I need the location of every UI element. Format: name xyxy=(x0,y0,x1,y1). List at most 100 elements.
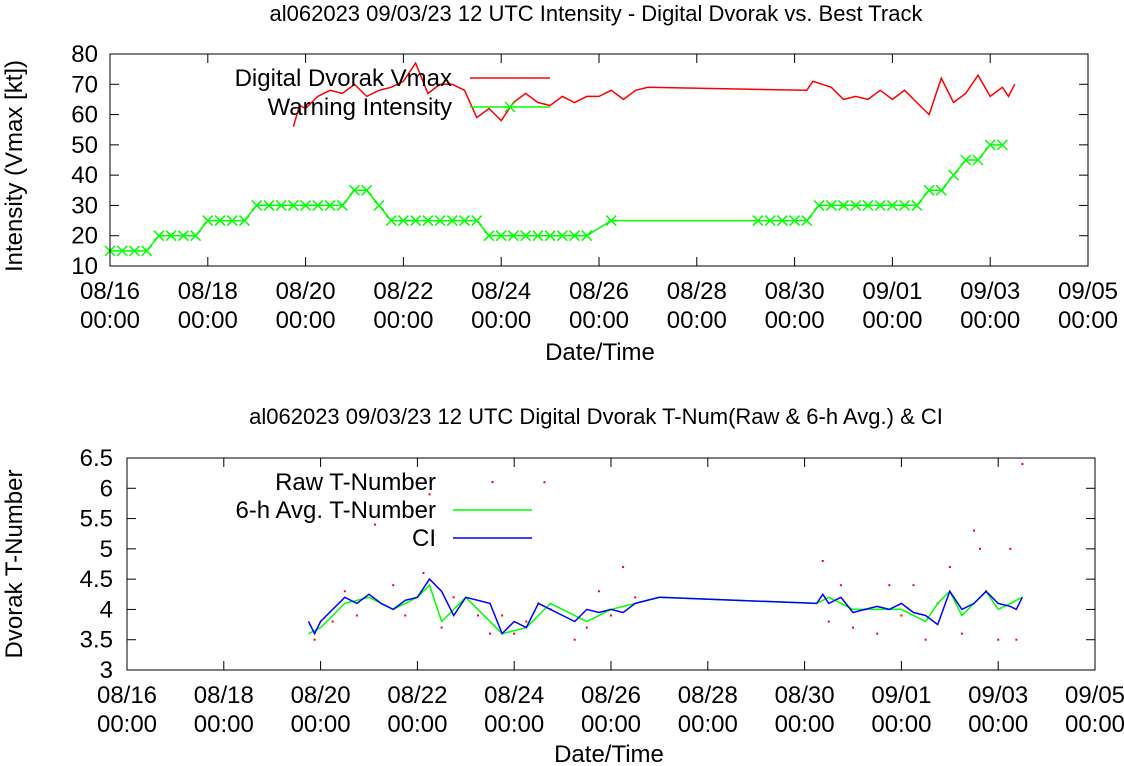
top-warning-intensity-marker xyxy=(458,215,471,227)
top-xtick-time: 00:00 xyxy=(80,307,140,334)
top-warning-intensity-marker xyxy=(287,199,299,211)
top-xtick-time: 00:00 xyxy=(667,307,727,334)
bottom-xtick-date: 08/24 xyxy=(484,682,544,709)
bottom-xtick-date: 08/22 xyxy=(387,682,447,709)
bottom-xtick-time: 00:00 xyxy=(871,711,931,738)
top-warning-intensity-marker xyxy=(960,154,972,166)
bottom-legend-swatch-raw-t-number xyxy=(491,481,494,483)
bottom-ytick-label: 6 xyxy=(100,475,113,502)
bottom-raw-t-number-point xyxy=(827,620,830,623)
bottom-raw-t-number-point xyxy=(597,590,600,593)
bottom-raw-t-number-point xyxy=(973,529,975,532)
bottom-ytick-label: 3.5 xyxy=(80,627,113,654)
top-warning-intensity-marker xyxy=(471,215,483,227)
bottom-raw-t-number-point xyxy=(452,596,455,599)
bottom-raw-t-number-point xyxy=(948,566,951,569)
top-warning-intensity-marker xyxy=(984,139,996,151)
top-xtick-date: 08/18 xyxy=(178,278,238,305)
top-warning-intensity-marker xyxy=(275,199,287,211)
top-warning-intensity-marker xyxy=(935,184,947,196)
top-warning-intensity-marker xyxy=(532,230,544,242)
top-warning-intensity-marker xyxy=(544,230,556,242)
top-legend-marker-warning-intensity xyxy=(504,101,516,113)
bottom-xtick-time: 00:00 xyxy=(968,711,1028,738)
bottom-raw-t-number-point xyxy=(331,620,334,623)
top-warning-intensity-marker xyxy=(850,199,862,211)
top-warning-intensity-marker xyxy=(825,199,837,211)
top-warning-intensity-marker xyxy=(483,230,495,242)
top-warning-intensity-marker xyxy=(361,184,373,196)
top-warning-intensity-marker xyxy=(373,199,385,211)
top-warning-intensity-marker xyxy=(947,169,960,181)
bottom-raw-t-number-point xyxy=(355,614,358,617)
top-ytick-label: 20 xyxy=(71,223,98,250)
top-warning-intensity-marker xyxy=(837,199,850,211)
top-warning-intensity-marker xyxy=(996,139,1008,151)
bottom-legend-label-raw-t-number: Raw T-Number xyxy=(275,469,436,496)
top-xtick-date: 08/30 xyxy=(765,278,825,305)
bottom-xtick-time: 00:00 xyxy=(775,711,835,738)
bottom-xtick-date: 09/03 xyxy=(968,682,1028,709)
bottom-raw-t-number-point xyxy=(960,632,963,635)
top-warning-intensity-marker xyxy=(141,245,153,257)
bottom-raw-t-number-point xyxy=(489,632,491,635)
top-xtick-date: 08/24 xyxy=(471,278,531,305)
top-warning-intensity-marker xyxy=(495,230,507,242)
top-xtick-time: 00:00 xyxy=(178,307,238,334)
bottom-ytick-label: 5 xyxy=(100,536,113,563)
top-warning-intensity-marker xyxy=(899,199,911,211)
bottom-raw-t-number-point xyxy=(428,493,431,496)
bottom-6-h-avg-t-number-line xyxy=(308,583,1023,635)
top-warning-intensity-marker xyxy=(972,154,984,166)
bottom-chart-title: al062023 09/03/23 12 UTC Digital Dvorak … xyxy=(249,404,943,429)
top-xtick-time: 00:00 xyxy=(373,307,433,334)
top-warning-intensity-marker xyxy=(214,215,226,227)
top-warning-intensity-marker xyxy=(813,199,825,211)
top-digital-dvorak-vmax-line xyxy=(292,61,1016,127)
top-xtick-time: 00:00 xyxy=(765,307,825,334)
bottom-raw-t-number-point xyxy=(422,572,425,575)
top-chart-title: al062023 09/03/23 12 UTC Intensity - Dig… xyxy=(270,1,924,26)
bottom-raw-t-number-point xyxy=(440,626,443,629)
top-warning-intensity-marker xyxy=(153,230,165,242)
top-warning-intensity-marker xyxy=(422,215,434,227)
top-xtick-date: 09/03 xyxy=(960,278,1020,305)
top-warning-intensity-marker xyxy=(385,215,397,227)
top-ytick-label: 50 xyxy=(71,132,98,159)
bottom-xtick-date: 08/20 xyxy=(291,682,351,709)
bottom-raw-t-number-point xyxy=(313,638,316,641)
top-chart: al062023 09/03/23 12 UTC Intensity - Dig… xyxy=(1,1,1118,366)
bottom-raw-t-number-point xyxy=(634,596,637,599)
bottom-xtick-time: 00:00 xyxy=(97,711,157,738)
bottom-xtick-date: 09/05 xyxy=(1065,682,1124,709)
bottom-raw-t-number-point xyxy=(585,626,588,629)
bottom-xtick-time: 00:00 xyxy=(387,711,447,738)
top-warning-intensity-marker xyxy=(569,230,581,242)
top-warning-intensity-marker xyxy=(348,184,361,196)
bottom-raw-t-number-point xyxy=(610,614,612,617)
bottom-ytick-label: 4 xyxy=(100,596,113,623)
top-xtick-time: 00:00 xyxy=(862,307,922,334)
bottom-raw-t-number-point xyxy=(573,638,576,641)
bottom-raw-t-number-point xyxy=(543,481,546,484)
bottom-raw-t-number-point xyxy=(888,584,891,587)
bottom-xtick-time: 00:00 xyxy=(194,711,254,738)
top-warning-intensity-marker xyxy=(789,215,801,227)
top-warning-intensity-marker xyxy=(520,230,532,242)
top-warning-intensity-marker xyxy=(177,230,189,242)
bottom-chart-ylabel: Dvorak T-Number xyxy=(1,470,28,659)
top-warning-intensity-line xyxy=(110,144,1003,252)
top-ytick-label: 60 xyxy=(71,102,98,129)
top-warning-intensity-marker xyxy=(128,245,140,257)
top-xtick-time: 00:00 xyxy=(1058,307,1118,334)
top-warning-intensity-marker xyxy=(752,215,764,227)
top-warning-intensity-marker xyxy=(116,245,128,257)
bottom-xtick-date: 08/30 xyxy=(775,682,835,709)
top-warning-intensity-marker xyxy=(226,215,238,227)
bottom-legend-label-ci: CI xyxy=(412,525,436,552)
bottom-raw-t-number-point xyxy=(997,638,1000,641)
top-ytick-label: 80 xyxy=(71,41,98,68)
bottom-xtick-date: 08/28 xyxy=(678,682,738,709)
top-warning-intensity-marker xyxy=(434,215,446,227)
top-warning-intensity-marker xyxy=(165,230,177,242)
